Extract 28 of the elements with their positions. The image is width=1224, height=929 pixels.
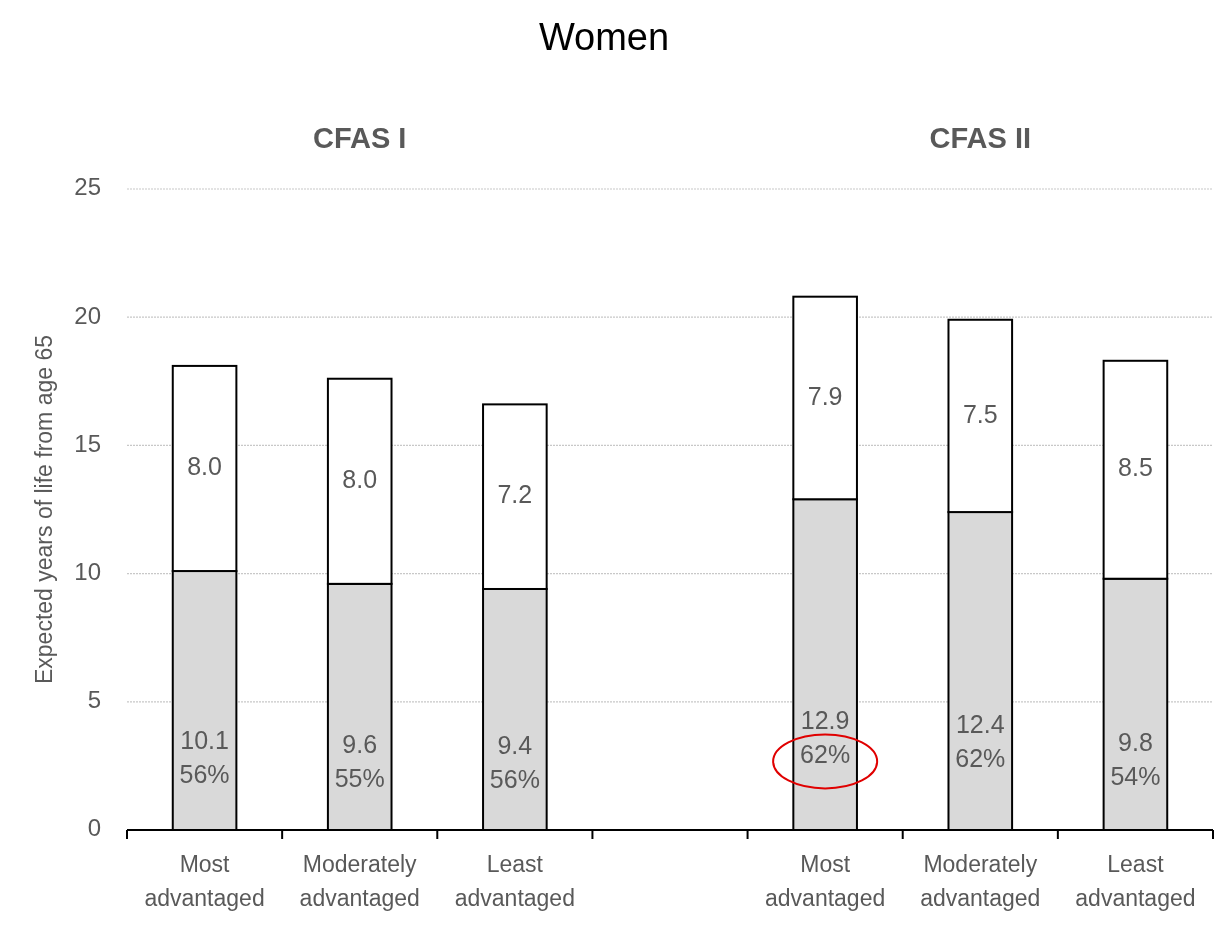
x-tick-label: Least advantaged xyxy=(454,851,575,911)
data-label: 8.0 xyxy=(187,452,222,481)
data-label: 7.5 xyxy=(962,399,998,428)
data-label: 9.4 56% xyxy=(489,731,540,794)
x-tick-label: Least advantaged xyxy=(1075,851,1196,911)
data-label: 9.6 55% xyxy=(334,729,385,792)
data-label: 7.9 xyxy=(807,381,843,410)
data-label: 8.5 xyxy=(1118,453,1153,482)
chart-title: Women xyxy=(538,16,670,58)
y-tick-label: 15 xyxy=(74,429,101,457)
x-tick-label: Most advantaged xyxy=(765,851,886,911)
y-tick-label: 10 xyxy=(74,557,101,585)
y-tick-label: 20 xyxy=(74,301,101,329)
data-label: 10.1 56% xyxy=(179,726,230,789)
data-label: 8.0 xyxy=(342,464,378,493)
y-tick-label: 5 xyxy=(87,686,101,714)
y-tick-label: 0 xyxy=(87,814,101,842)
x-tick-label: Moderately advantaged xyxy=(299,851,420,911)
y-axis-title: Expected years of life from age 65 xyxy=(31,334,57,685)
data-label: 12.4 62% xyxy=(955,709,1006,772)
data-label: 12.9 62% xyxy=(800,706,851,768)
data-label: 7.2 xyxy=(497,480,533,509)
text: CFAS II xyxy=(929,122,1032,154)
y-tick-label: 25 xyxy=(74,173,101,201)
x-tick-label: Moderately advantaged xyxy=(920,851,1041,911)
data-label: 9.8 54% xyxy=(1110,728,1161,791)
x-tick-label: Most advantaged xyxy=(144,851,265,911)
text: CFAS I xyxy=(312,122,407,154)
